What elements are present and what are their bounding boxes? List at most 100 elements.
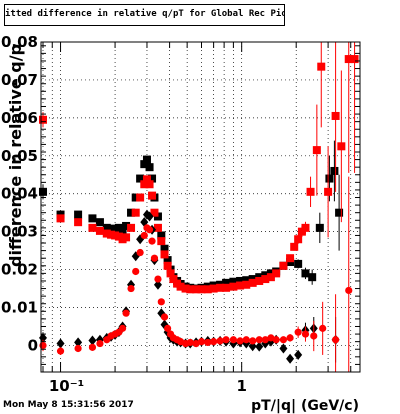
data-point bbox=[222, 283, 231, 292]
data-point bbox=[163, 261, 172, 270]
data-point bbox=[286, 334, 294, 342]
data-point bbox=[335, 208, 344, 217]
data-point bbox=[74, 344, 82, 353]
data-point bbox=[242, 276, 251, 285]
data-point bbox=[337, 142, 346, 151]
axis-ticks bbox=[41, 42, 360, 372]
data-point bbox=[331, 111, 340, 120]
data-point bbox=[145, 211, 154, 222]
data-point bbox=[319, 324, 327, 332]
data-point bbox=[294, 235, 303, 244]
data-point bbox=[203, 285, 212, 294]
data-point bbox=[160, 313, 169, 321]
data-point bbox=[122, 233, 131, 242]
data-point bbox=[163, 256, 172, 265]
data-point bbox=[136, 248, 144, 257]
data-point bbox=[229, 277, 238, 286]
data-point bbox=[286, 254, 295, 263]
data-point bbox=[272, 269, 281, 278]
data-point bbox=[222, 278, 231, 287]
data-point bbox=[222, 336, 230, 344]
data-point bbox=[132, 267, 140, 276]
data-point bbox=[308, 273, 317, 282]
data-point bbox=[157, 298, 165, 306]
data-point bbox=[164, 324, 172, 332]
data-point bbox=[266, 273, 275, 282]
data-point bbox=[204, 338, 212, 347]
chart-title: itted difference in relative q/pT for Gl… bbox=[5, 9, 284, 19]
data-point bbox=[122, 221, 131, 230]
data-point bbox=[332, 336, 340, 344]
data-point bbox=[261, 336, 269, 344]
data-point bbox=[88, 214, 97, 223]
x-tick-label: 1 bbox=[236, 377, 246, 395]
data-point bbox=[145, 226, 154, 234]
data-point bbox=[279, 336, 288, 344]
data-point bbox=[131, 193, 140, 202]
data-point bbox=[127, 208, 136, 217]
data-point bbox=[74, 337, 83, 348]
data-point bbox=[242, 280, 251, 289]
data-point bbox=[192, 339, 200, 348]
data-point bbox=[186, 285, 195, 294]
y-tick-label: 0.04 bbox=[1, 185, 38, 203]
data-point bbox=[330, 166, 339, 175]
data-point bbox=[209, 284, 218, 293]
data-point bbox=[148, 237, 156, 245]
data-point bbox=[166, 269, 175, 278]
data-point bbox=[325, 174, 334, 183]
data-point bbox=[279, 261, 288, 270]
data-point bbox=[102, 223, 111, 232]
timestamp: Mon May 8 15:31:56 2017 bbox=[3, 400, 134, 410]
data-point bbox=[301, 223, 310, 232]
data-point bbox=[229, 336, 237, 344]
axis-tick-labels: 0 0.01 0.02 0.03 0.04 0.05 0.06 0.07 0.08 10⁻¹ 1 bbox=[1, 33, 247, 395]
data-point bbox=[236, 337, 244, 345]
data-point bbox=[127, 223, 136, 232]
data-point bbox=[38, 187, 47, 196]
data-point bbox=[145, 180, 154, 189]
y-tick-label: 0.03 bbox=[1, 223, 38, 241]
data-point bbox=[249, 337, 257, 345]
data-point bbox=[148, 174, 157, 183]
data-point bbox=[294, 259, 303, 268]
x-tick-label: 10⁻¹ bbox=[49, 377, 84, 395]
x-axis-title: pT/|q| (GeV/c) bbox=[251, 398, 359, 414]
data-point bbox=[181, 284, 190, 293]
data-point bbox=[145, 163, 154, 172]
data-point bbox=[197, 285, 206, 294]
data-point bbox=[140, 231, 148, 240]
y-tick-label: 0.02 bbox=[1, 261, 38, 279]
data-point bbox=[95, 226, 104, 235]
data-point bbox=[229, 282, 238, 291]
series-red-circle bbox=[39, 176, 353, 372]
plot-frame bbox=[40, 41, 361, 373]
data-point bbox=[236, 276, 245, 285]
data-point bbox=[154, 275, 162, 283]
data-point bbox=[290, 242, 299, 251]
y-tick-label: 0.08 bbox=[1, 33, 38, 51]
y-tick-label: 0.07 bbox=[1, 71, 38, 89]
data-point bbox=[306, 187, 315, 196]
data-point bbox=[157, 231, 166, 240]
data-point bbox=[286, 353, 295, 364]
y-tick-label: 0.06 bbox=[1, 109, 38, 127]
data-point bbox=[242, 336, 250, 344]
data-point bbox=[140, 180, 149, 189]
data-point bbox=[131, 208, 140, 217]
series-red-square bbox=[38, 42, 359, 294]
data-point bbox=[255, 276, 264, 285]
data-point bbox=[56, 347, 65, 355]
data-point bbox=[350, 55, 359, 64]
data-point bbox=[88, 335, 97, 346]
data-point bbox=[142, 175, 151, 184]
data-point bbox=[122, 309, 130, 317]
title-box: itted difference in relative q/pT for Gl… bbox=[4, 4, 285, 26]
data-point bbox=[317, 62, 326, 71]
data-point bbox=[127, 284, 135, 293]
data-point bbox=[310, 332, 318, 340]
data-point bbox=[118, 324, 127, 332]
y-tick-label: 0.01 bbox=[1, 299, 38, 317]
data-point bbox=[324, 187, 333, 196]
